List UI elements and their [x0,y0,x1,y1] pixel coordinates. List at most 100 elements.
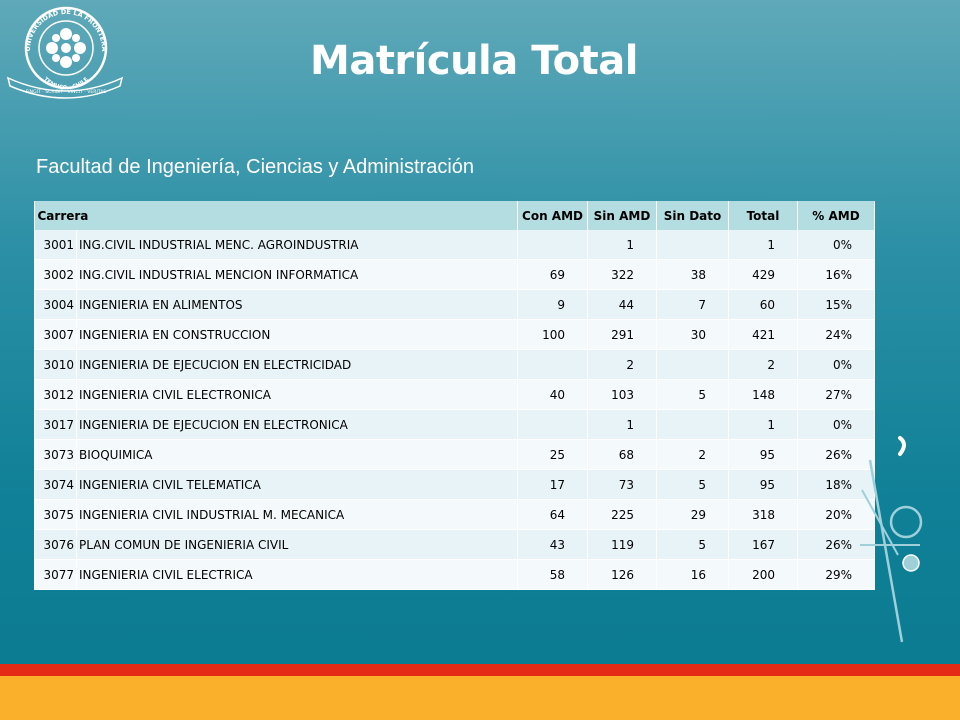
cell-pct-amd: 20% [797,499,875,530]
cell-carrera-name: INGENIERIA CIVIL ELECTRICA [76,559,518,590]
cell-code: 3075 [34,499,77,530]
cell-code: 3004 [34,289,77,320]
cell-sin-amd: 44 [587,289,657,320]
cell-sin-dato: 5 [656,379,729,410]
table-row: 3010 INGENIERIA DE EJECUCION EN ELECTRICI… [34,349,875,380]
table-row: 3012 INGENIERIA CIVIL ELECTRONICA 40 103 5 14… [34,379,875,410]
cell-carrera-name: INGENIERIA EN CONSTRUCCION [76,319,518,350]
cell-total: 200 [728,559,798,590]
cell-code: 3076 [34,529,77,560]
cell-con-amd: 25 [517,439,588,470]
cell-code: 3010 [34,349,77,380]
header-con-amd: Con AMD [517,201,588,230]
cell-total: 2 [728,349,798,380]
cell-carrera-name: INGENIERIA CIVIL ELECTRONICA [76,379,518,410]
cell-code: 3002 [34,259,77,290]
cell-sin-amd: 73 [587,469,657,500]
cell-total: 148 [728,379,798,410]
table-row: 3017 INGENIERIA DE EJECUCION EN ELECTRONI… [34,409,875,440]
cell-total: 60 [728,289,798,320]
cell-sin-amd: 103 [587,379,657,410]
cell-pct-amd: 15% [797,289,875,320]
cell-sin-dato [656,409,729,440]
cell-sin-amd: 126 [587,559,657,590]
cell-con-amd: 69 [517,259,588,290]
cell-sin-dato [656,349,729,380]
cell-pct-amd: 16% [797,259,875,290]
enrollment-table: Carrera Con AMD Sin AMD Sin Dato Total %… [34,201,875,590]
enrollment-table-container: Carrera Con AMD Sin AMD Sin Dato Total %… [34,201,875,590]
slide-title: Matrícula Total [310,38,638,84]
cell-total: 429 [728,259,798,290]
slide-subtitle: Facultad de Ingeniería, Ciencias y Admin… [36,156,475,178]
cell-sin-dato: 30 [656,319,729,350]
cell-carrera-name: INGENIERIA CIVIL INDUSTRIAL M. MECANICA [76,499,518,530]
cell-code: 3077 [34,559,77,590]
cell-sin-amd: 322 [587,259,657,290]
cell-total: 95 [728,469,798,500]
footer-red-band [0,664,960,676]
logo-banner-text: FINGIT · SCRIBIT · VINCIT · VERITAS [26,89,107,95]
cell-code: 3001 [34,230,77,260]
table-row: 3001 ING.CIVIL INDUSTRIAL MENC. AGROINDUS… [34,230,875,260]
header-sin-amd: Sin AMD [587,201,657,230]
cell-total: 1 [728,230,798,260]
cell-sin-dato: 38 [656,259,729,290]
cell-code: 3074 [34,469,77,500]
cell-sin-amd: 119 [587,529,657,560]
cell-pct-amd: 29% [797,559,875,590]
footer-orange-band [0,676,960,720]
cell-pct-amd: 27% [797,379,875,410]
cell-sin-amd: 2 [587,349,657,380]
cell-con-amd: 58 [517,559,588,590]
cell-sin-dato: 16 [656,559,729,590]
table-body: 3001 ING.CIVIL INDUSTRIAL MENC. AGROINDUS… [34,230,875,590]
cell-pct-amd: 24% [797,319,875,350]
cell-sin-amd: 68 [587,439,657,470]
cell-sin-dato: 29 [656,499,729,530]
table-row: 3077 INGENIERIA CIVIL ELECTRICA 58 126 16 200… [34,559,875,590]
cell-total: 1 [728,409,798,440]
cell-carrera-name: ING.CIVIL INDUSTRIAL MENCION INFORMATICA [76,259,518,290]
cell-con-amd [517,349,588,380]
university-logo: UNIVERSIDAD DE LA FRONTERA TEMUCO · CHIL… [6,6,124,99]
cell-sin-dato: 7 [656,289,729,320]
cell-con-amd [517,230,588,260]
header-carrera: Carrera [34,201,518,230]
cell-sin-amd: 225 [587,499,657,530]
cell-carrera-name: INGENIERIA DE EJECUCION EN ELECTRICIDAD [76,349,518,380]
cell-pct-amd: 26% [797,439,875,470]
cell-total: 95 [728,439,798,470]
table-row: 3074 INGENIERIA CIVIL TELEMATICA 17 73 5 95 18… [34,469,875,500]
header-pct-amd: % AMD [797,201,875,230]
table-row: 3002 ING.CIVIL INDUSTRIAL MENCION INFORMA… [34,259,875,290]
cell-carrera-name: INGENIERIA EN ALIMENTOS [76,289,518,320]
cell-carrera-name: INGENIERIA DE EJECUCION EN ELECTRONICA [76,409,518,440]
cell-sin-amd: 291 [587,319,657,350]
cell-code: 3007 [34,319,77,350]
table-row: 3004 INGENIERIA EN ALIMENTOS 9 44 7 60 15% [34,289,875,320]
table-row: 3075 INGENIERIA CIVIL INDUSTRIAL M. MECAN… [34,499,875,530]
cell-pct-amd: 0% [797,349,875,380]
cell-total: 318 [728,499,798,530]
header-sin-dato: Sin Dato [656,201,729,230]
cell-code: 3017 [34,409,77,440]
cell-con-amd: 9 [517,289,588,320]
table-row: 3073 BIOQUIMICA 25 68 2 95 26% [34,439,875,470]
cell-sin-dato [656,230,729,260]
table-header-row: Carrera Con AMD Sin AMD Sin Dato Total %… [34,201,875,230]
table-row: 3007 INGENIERIA EN CONSTRUCCION 100 291 30 42… [34,319,875,350]
cell-total: 167 [728,529,798,560]
cell-con-amd: 40 [517,379,588,410]
cell-sin-dato: 5 [656,529,729,560]
cell-carrera-name: ING.CIVIL INDUSTRIAL MENC. AGROINDUSTRIA [76,230,518,260]
cell-pct-amd: 0% [797,409,875,440]
decorative-shapes [860,436,923,643]
cell-pct-amd: 0% [797,230,875,260]
cell-sin-amd: 1 [587,230,657,260]
cell-code: 3012 [34,379,77,410]
header-total: Total [728,201,798,230]
cell-sin-dato: 5 [656,469,729,500]
cell-con-amd: 100 [517,319,588,350]
table-row: 3076 PLAN COMUN DE INGENIERIA CIVIL 43 119 5… [34,529,875,560]
